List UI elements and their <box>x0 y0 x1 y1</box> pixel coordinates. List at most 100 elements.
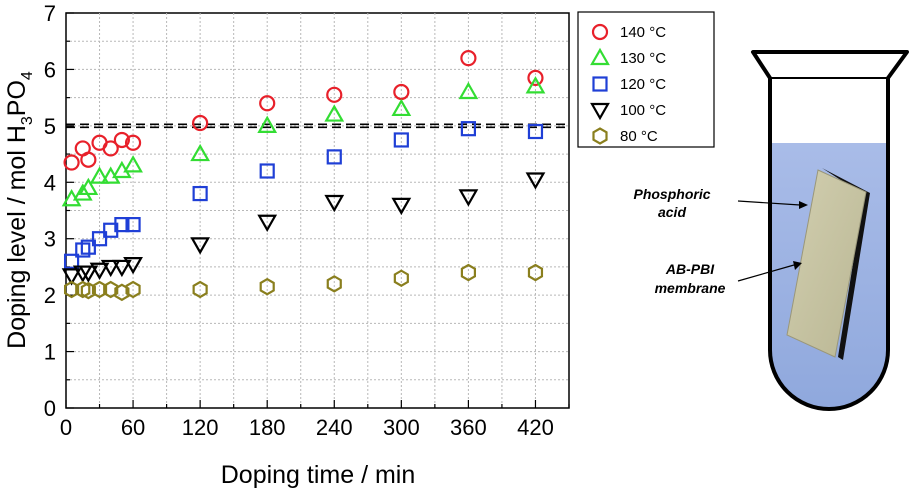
legend-label: 100 °C <box>620 102 666 119</box>
y-axis-title-sub1: 3 <box>19 116 36 125</box>
data-point <box>89 262 110 280</box>
data-point <box>326 275 342 293</box>
data-point <box>458 81 479 100</box>
data-points <box>61 50 546 302</box>
membrane-arrow <box>737 264 795 282</box>
data-point <box>190 237 211 255</box>
y-tick-label: 2 <box>44 283 56 308</box>
data-point <box>103 280 119 299</box>
data-point <box>393 83 410 101</box>
y-axis-title-sub2: 4 <box>19 71 36 80</box>
data-point <box>257 115 278 133</box>
phosphoric-acid-arrow <box>737 200 801 206</box>
data-point <box>190 143 211 162</box>
x-axis-ticks: 0 60 120 180 240 300 360 420 <box>60 400 570 440</box>
grid-lines <box>66 13 569 408</box>
data-point <box>114 283 130 302</box>
data-point <box>192 114 209 132</box>
membrane-shadow <box>822 168 870 360</box>
x-tick-label: 0 <box>60 415 72 440</box>
y-axis-title-main: Doping level / mol H <box>3 125 31 349</box>
y-tick-label: 7 <box>44 1 56 26</box>
data-point <box>80 239 96 255</box>
x-tick-label: 240 <box>316 415 353 440</box>
ab-pbi-membrane <box>786 169 867 358</box>
membrane-label-line1: AB-PBI <box>665 261 715 277</box>
data-point <box>527 123 544 140</box>
y-axis-title-mid: PO <box>3 80 31 116</box>
data-point <box>102 140 119 157</box>
data-point <box>124 134 142 151</box>
data-point <box>259 163 275 179</box>
data-point <box>259 95 276 112</box>
x-tick-label: 60 <box>121 415 145 440</box>
x-tick-label: 420 <box>517 415 554 440</box>
legend-label: 140 °C <box>620 24 666 41</box>
data-point <box>393 132 409 148</box>
x-tick-label: 180 <box>249 415 286 440</box>
data-point <box>458 189 479 207</box>
legend: 140 °C 130 °C 120 °C 100 °C 80 °C <box>577 11 715 148</box>
phosphoric-acid-label-line2: acid <box>658 204 686 220</box>
legend-marker <box>590 47 610 66</box>
y-tick-label: 6 <box>44 57 56 82</box>
y-tick-label: 3 <box>44 227 56 252</box>
phosphoric-acid-arrowhead <box>799 201 808 209</box>
data-point <box>89 166 110 184</box>
y-axis-ticks: 0 1 2 3 4 5 6 7 <box>44 1 74 421</box>
x-axis-title: Doping time / min <box>221 461 416 489</box>
legend-label: 80 °C <box>620 128 658 145</box>
data-point <box>100 259 121 278</box>
data-point <box>525 76 546 94</box>
y-tick-label: 1 <box>44 340 56 365</box>
x-tick-label: 120 <box>182 415 219 440</box>
legend-box <box>577 11 715 148</box>
data-point <box>259 277 275 296</box>
data-point <box>192 185 208 202</box>
data-point <box>391 197 412 216</box>
membrane-arrowhead <box>793 261 802 270</box>
legend-marker <box>591 23 609 41</box>
series-120c <box>63 121 544 269</box>
data-point <box>257 214 278 233</box>
data-point <box>123 257 143 275</box>
data-point <box>63 154 80 171</box>
data-point <box>125 280 141 299</box>
series-140c <box>63 50 544 171</box>
data-point <box>192 280 208 299</box>
test-tube-illustration: Phosphoric acid AB-PBI membrane <box>633 50 909 411</box>
data-point <box>61 268 82 286</box>
data-point <box>460 121 476 137</box>
series-130c <box>61 76 546 207</box>
data-point <box>123 155 143 173</box>
legend-marker <box>590 102 610 121</box>
series-100c <box>61 172 546 286</box>
data-point <box>525 172 546 190</box>
data-point <box>111 259 132 278</box>
data-point <box>63 253 80 269</box>
plot-frame <box>65 12 570 409</box>
data-point <box>78 177 99 196</box>
data-point <box>460 263 476 282</box>
legend-label: 120 °C <box>620 76 666 93</box>
membrane-label-line2: membrane <box>655 280 726 296</box>
data-point <box>78 265 99 283</box>
data-point <box>460 50 477 67</box>
x-tick-label: 360 <box>450 415 487 440</box>
y-tick-label: 4 <box>44 170 56 195</box>
data-point <box>527 69 544 86</box>
data-point <box>324 104 345 122</box>
phosphoric-acid-label-line1: Phosphoric <box>633 186 710 202</box>
data-point <box>75 280 91 299</box>
plot-area: 0 60 120 180 240 300 360 420 0 1 2 3 4 5 6 7 <box>44 1 570 440</box>
data-point <box>393 269 409 287</box>
legend-label: 130 °C <box>620 50 666 67</box>
test-tube-outline <box>751 50 909 411</box>
data-point <box>80 281 96 300</box>
data-point <box>324 194 345 213</box>
data-point <box>114 217 130 233</box>
data-point <box>80 151 97 168</box>
data-point <box>125 217 141 233</box>
x-tick-label: 300 <box>383 415 420 440</box>
